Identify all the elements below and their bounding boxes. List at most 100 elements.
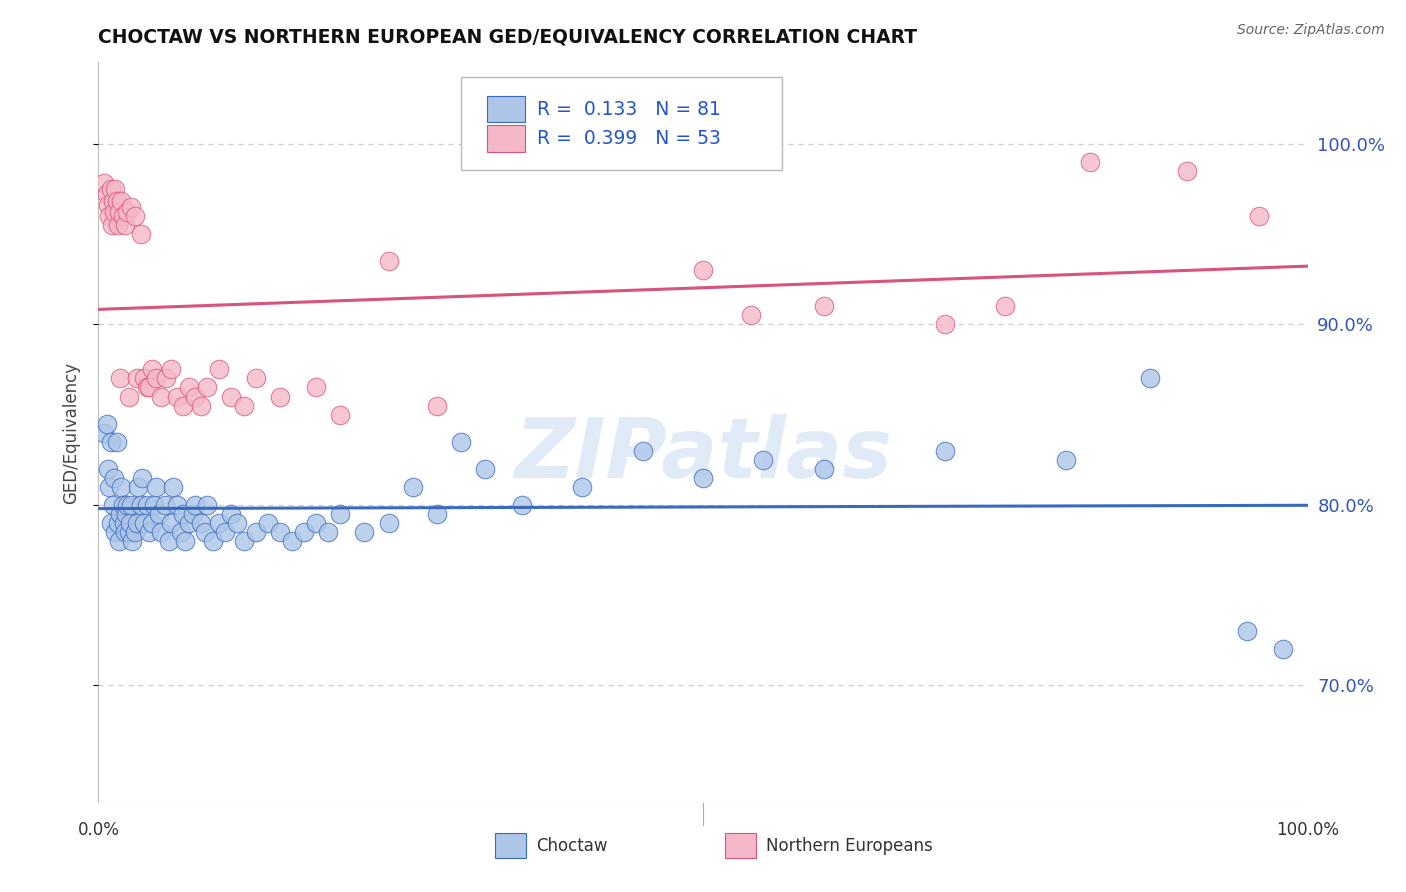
Point — [148, 507, 170, 521]
Point — [510, 498, 533, 512]
Point — [118, 524, 141, 539]
Point — [162, 480, 184, 494]
Point — [214, 524, 236, 539]
Point — [934, 318, 956, 332]
Point — [813, 461, 835, 475]
Point — [108, 205, 131, 219]
Point — [245, 524, 267, 539]
Point — [157, 533, 180, 548]
Point — [138, 380, 160, 394]
Point — [141, 362, 163, 376]
Point — [316, 524, 339, 539]
Point — [1249, 209, 1271, 223]
Point — [100, 434, 122, 449]
Point — [110, 194, 132, 209]
FancyBboxPatch shape — [724, 833, 756, 858]
Point — [134, 371, 156, 385]
Point — [202, 533, 225, 548]
Point — [353, 524, 375, 539]
Point — [150, 390, 173, 404]
Point — [114, 524, 136, 539]
Point — [135, 498, 157, 512]
Point — [108, 533, 131, 548]
Point — [221, 507, 243, 521]
Point — [184, 390, 207, 404]
Point — [141, 516, 163, 530]
Point — [1175, 163, 1198, 178]
Point — [155, 371, 177, 385]
Point — [221, 390, 243, 404]
Point — [305, 516, 328, 530]
Point — [114, 218, 136, 232]
Point — [194, 524, 217, 539]
FancyBboxPatch shape — [495, 833, 526, 858]
Point — [124, 524, 146, 539]
Point — [129, 498, 152, 512]
Point — [100, 516, 122, 530]
Point — [740, 308, 762, 322]
Point — [153, 498, 176, 512]
Point — [692, 263, 714, 277]
Point — [93, 177, 115, 191]
Point — [129, 227, 152, 241]
Point — [127, 516, 149, 530]
Point — [118, 516, 141, 530]
Point — [101, 194, 124, 209]
Point — [160, 516, 183, 530]
Point — [269, 524, 291, 539]
Point — [117, 498, 139, 512]
Point — [166, 390, 188, 404]
Point — [190, 516, 212, 530]
Point — [179, 380, 201, 394]
FancyBboxPatch shape — [486, 126, 526, 152]
Text: 0.0%: 0.0% — [77, 822, 120, 839]
Point — [631, 443, 654, 458]
Point — [232, 399, 254, 413]
Point — [377, 516, 399, 530]
Point — [111, 209, 134, 223]
Point — [190, 399, 212, 413]
Point — [93, 425, 115, 440]
Point — [100, 218, 122, 232]
Point — [112, 516, 135, 530]
Point — [104, 524, 127, 539]
Text: R =  0.133   N = 81: R = 0.133 N = 81 — [537, 100, 721, 119]
Point — [195, 380, 218, 394]
Point — [226, 516, 249, 530]
Point — [115, 507, 138, 521]
Point — [292, 524, 315, 539]
Point — [96, 417, 118, 431]
Point — [181, 507, 204, 521]
Point — [127, 371, 149, 385]
Point — [117, 205, 139, 219]
Point — [571, 480, 593, 494]
Point — [143, 498, 166, 512]
Point — [208, 516, 231, 530]
Point — [118, 390, 141, 404]
Point — [377, 254, 399, 268]
Point — [145, 371, 167, 385]
Text: Northern Europeans: Northern Europeans — [766, 837, 932, 855]
Point — [172, 399, 194, 413]
Point — [1139, 371, 1161, 385]
Point — [105, 434, 128, 449]
Point — [100, 182, 122, 196]
Point — [135, 380, 157, 394]
Text: 100.0%: 100.0% — [1277, 822, 1339, 839]
Y-axis label: GED/Equivalency: GED/Equivalency — [62, 361, 80, 504]
Point — [994, 299, 1017, 313]
Point — [98, 480, 121, 494]
Point — [120, 498, 142, 512]
Text: Choctaw: Choctaw — [536, 837, 607, 855]
Text: Source: ZipAtlas.com: Source: ZipAtlas.com — [1237, 23, 1385, 37]
Point — [402, 480, 425, 494]
Point — [103, 471, 125, 485]
Point — [107, 218, 129, 232]
Point — [124, 209, 146, 223]
Point — [160, 362, 183, 376]
Point — [208, 362, 231, 376]
Point — [305, 380, 328, 394]
Point — [107, 516, 129, 530]
Point — [105, 194, 128, 209]
Point — [172, 507, 194, 521]
